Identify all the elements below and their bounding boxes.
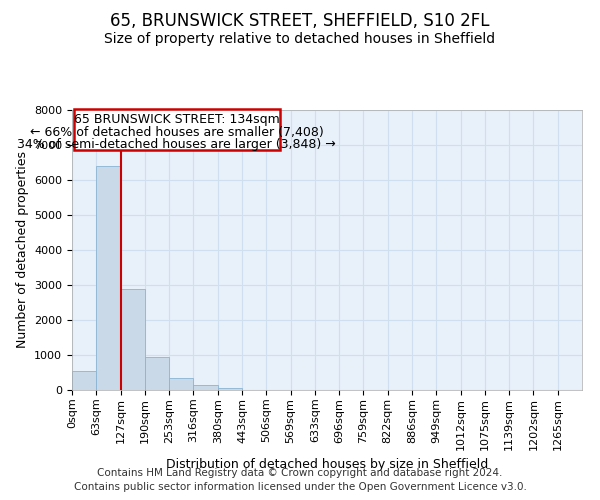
Bar bbox=[218, 388, 242, 390]
Bar bbox=[74, 110, 280, 150]
Text: ← 66% of detached houses are smaller (7,408): ← 66% of detached houses are smaller (7,… bbox=[30, 126, 323, 138]
Bar bbox=[145, 357, 169, 390]
Text: 34% of semi-detached houses are larger (3,848) →: 34% of semi-detached houses are larger (… bbox=[17, 138, 336, 151]
Y-axis label: Number of detached properties: Number of detached properties bbox=[16, 152, 29, 348]
Bar bbox=[121, 288, 145, 390]
Bar bbox=[193, 386, 218, 390]
Text: 65, BRUNSWICK STREET, SHEFFIELD, S10 2FL: 65, BRUNSWICK STREET, SHEFFIELD, S10 2FL bbox=[110, 12, 490, 30]
Bar bbox=[72, 371, 96, 390]
Bar bbox=[96, 166, 121, 390]
X-axis label: Distribution of detached houses by size in Sheffield: Distribution of detached houses by size … bbox=[166, 458, 488, 471]
Text: Size of property relative to detached houses in Sheffield: Size of property relative to detached ho… bbox=[104, 32, 496, 46]
Text: 65 BRUNSWICK STREET: 134sqm: 65 BRUNSWICK STREET: 134sqm bbox=[74, 114, 280, 126]
Bar bbox=[169, 378, 193, 390]
Text: Contains public sector information licensed under the Open Government Licence v3: Contains public sector information licen… bbox=[74, 482, 526, 492]
Text: Contains HM Land Registry data © Crown copyright and database right 2024.: Contains HM Land Registry data © Crown c… bbox=[97, 468, 503, 477]
